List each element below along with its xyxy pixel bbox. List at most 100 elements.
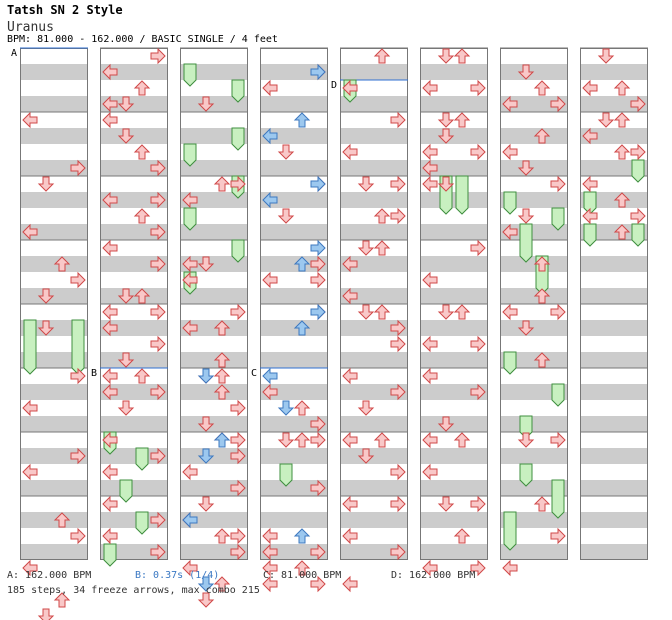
beat-stripe [500,352,568,368]
chart-column [100,48,168,560]
step-arrow [310,303,326,321]
step-arrow [37,320,55,336]
step-arrow [390,175,406,193]
step-arrow [277,400,295,416]
step-arrow [133,144,151,160]
step-arrow [550,303,566,321]
beat-stripe [340,384,408,400]
beat-stripe [20,96,88,112]
step-arrow [373,432,391,448]
beat-stripe [500,384,568,400]
step-arrow [533,352,551,368]
step-arrow [342,143,358,161]
beat-stripe [340,128,408,144]
beat-stripe [260,480,328,496]
beat-stripe [180,352,248,368]
step-arrow [293,112,311,128]
step-arrow [102,191,118,209]
beat-stripe [340,96,408,112]
step-arrow [150,159,166,177]
beat-stripe [20,448,88,464]
beat-stripe [20,384,88,400]
step-arrow [277,208,295,224]
step-arrow [133,368,151,384]
step-arrow [437,112,455,128]
chart-column [580,48,648,560]
step-arrow [262,367,278,385]
beat-stripe [340,352,408,368]
step-arrow [390,335,406,353]
beat-stripe [340,192,408,208]
beat-stripe [420,448,488,464]
beat-stripe [180,224,248,240]
freeze-arrow [551,207,565,231]
beat-stripe [260,128,328,144]
step-arrow [502,559,518,577]
step-arrow [453,112,471,128]
step-arrow [197,368,215,384]
beat-stripe [260,544,328,560]
beat-stripe [100,192,168,208]
step-arrow [262,127,278,145]
step-arrow [197,576,215,592]
step-arrow [342,255,358,273]
step-arrow [533,496,551,512]
step-arrow [502,95,518,113]
step-arrow [550,527,566,545]
step-arrow [550,175,566,193]
step-arrow [262,271,278,289]
step-arrow [133,208,151,224]
beat-stripe [260,448,328,464]
beat-stripe [340,288,408,304]
legend-c: C: 81.000 BPM [263,570,342,581]
step-arrow [230,543,246,561]
step-arrow [582,127,598,145]
step-arrow [197,416,215,432]
step-arrow [422,431,438,449]
step-arrow [422,559,438,577]
step-arrow [533,256,551,272]
step-arrow [453,432,471,448]
step-arrow [597,112,615,128]
step-arrow [550,431,566,449]
step-arrow [517,208,535,224]
chart-column [180,48,248,560]
step-arrow [22,111,38,129]
step-arrow [293,560,311,576]
step-arrow [197,96,215,112]
step-arrow [213,384,231,400]
beat-stripe [580,288,648,304]
beat-stripe [420,288,488,304]
step-arrow [437,496,455,512]
freeze-arrow [231,79,245,103]
marker-label: C [251,368,257,379]
step-arrow [470,383,486,401]
step-arrow [117,400,135,416]
beat-stripe [20,416,88,432]
freeze-arrow [503,191,517,215]
step-arrow [22,399,38,417]
step-arrow [150,543,166,561]
step-arrow [150,255,166,273]
beat-stripe [260,512,328,528]
step-arrow [133,288,151,304]
step-arrow [517,64,535,80]
beat-stripe [340,320,408,336]
step-arrow [70,367,86,385]
step-arrow [342,287,358,305]
step-arrow [502,223,518,241]
chart-title: Tatsh SN 2 Style [7,3,123,17]
step-arrow [342,367,358,385]
step-arrow [437,304,455,320]
beat-stripe [260,96,328,112]
step-arrow [310,479,326,497]
step-arrow [262,559,278,577]
freeze-arrow [503,351,517,375]
step-arrow [53,256,71,272]
freeze-arrow [583,191,597,215]
step-arrow [533,288,551,304]
beat-stripe [420,416,488,432]
beat-stripe [100,544,168,560]
beat-stripe [20,512,88,528]
beat-stripe [20,544,88,560]
